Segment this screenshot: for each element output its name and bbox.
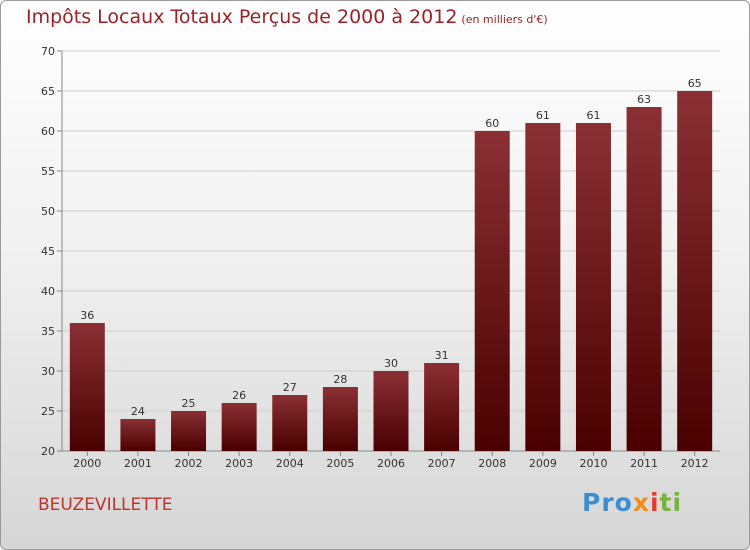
labels: 36 2000 24 2001 25 2002 26 2003 27 2004 28 2005 30 20… [73, 77, 708, 470]
data-label-2000: 36 [80, 309, 94, 322]
bar-2009 [525, 123, 561, 451]
logo-part-1: Pro [582, 488, 633, 517]
logo-part-4: ti [659, 488, 683, 517]
bar-2006 [373, 371, 409, 451]
bar-2001 [120, 419, 156, 451]
y-tick-label: 60 [41, 125, 55, 138]
x-tick-label-2006: 2006 [377, 457, 405, 470]
x-tick-label-2004: 2004 [276, 457, 304, 470]
data-label-2004: 27 [283, 381, 297, 394]
bar-2010 [575, 123, 611, 451]
data-label-2009: 61 [536, 109, 550, 122]
x-tick-label-2012: 2012 [681, 457, 709, 470]
x-tick-label-2001: 2001 [124, 457, 152, 470]
y-tick-label: 20 [41, 445, 55, 458]
logo-part-3: i [649, 488, 660, 517]
y-tick-label: 65 [41, 85, 55, 98]
axes: 20 25 30 35 40 45 50 55 60 65 70 [41, 45, 720, 458]
y-tick-label: 35 [41, 325, 55, 338]
bar-2011 [626, 107, 662, 451]
data-label-2010: 61 [586, 109, 600, 122]
bar-2002 [171, 411, 207, 451]
y-tick-label: 45 [41, 245, 55, 258]
x-tick-label-2008: 2008 [478, 457, 506, 470]
y-tick-label: 40 [41, 285, 55, 298]
x-tick-label-2003: 2003 [225, 457, 253, 470]
bar-2012 [677, 91, 713, 451]
x-tick-label-2002: 2002 [175, 457, 203, 470]
bar-2003 [221, 403, 257, 451]
bar-2008 [474, 131, 510, 451]
x-tick-label-2011: 2011 [630, 457, 658, 470]
y-tick-label: 70 [41, 45, 55, 58]
place-name: BEUZEVILLETTE [38, 495, 173, 515]
bars [69, 91, 713, 451]
x-tick-label-2005: 2005 [326, 457, 354, 470]
bar-2007 [424, 363, 460, 451]
data-label-2006: 30 [384, 357, 398, 370]
bar-2004 [272, 395, 308, 451]
logo-part-2: x [632, 488, 650, 517]
data-label-2001: 24 [131, 405, 145, 418]
data-label-2011: 63 [637, 93, 651, 106]
data-label-2002: 25 [182, 397, 196, 410]
bar-2005 [322, 387, 358, 451]
data-label-2007: 31 [435, 349, 449, 362]
x-tick-label-2010: 2010 [579, 457, 607, 470]
data-label-2005: 28 [333, 373, 347, 386]
y-tick-label: 50 [41, 205, 55, 218]
y-tick-label: 55 [41, 165, 55, 178]
y-tick-label: 30 [41, 365, 55, 378]
data-label-2008: 60 [485, 117, 499, 130]
data-label-2012: 65 [688, 77, 702, 90]
chart-unit: (en milliers d'€) [461, 13, 548, 26]
x-tick-label-2000: 2000 [73, 457, 101, 470]
y-tick-label: 25 [41, 405, 55, 418]
chart-title-text: Impôts Locaux Totaux Perçus de 2000 à 20… [26, 6, 458, 28]
bar-2000 [69, 323, 105, 451]
chart-title: Impôts Locaux Totaux Perçus de 2000 à 20… [26, 6, 548, 28]
x-tick-label-2007: 2007 [428, 457, 456, 470]
proxiti-logo[interactable]: Proxiti [582, 488, 682, 517]
x-tick-label-2009: 2009 [529, 457, 557, 470]
data-label-2003: 26 [232, 389, 246, 402]
